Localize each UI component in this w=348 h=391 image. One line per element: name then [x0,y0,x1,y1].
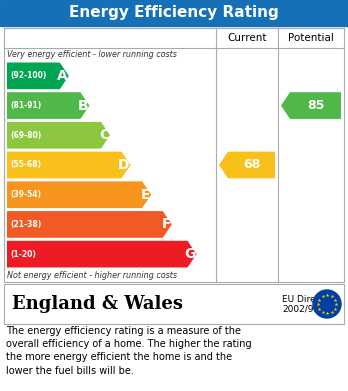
Text: G: G [184,247,196,261]
Text: 68: 68 [243,158,260,172]
Text: Not energy efficient - higher running costs: Not energy efficient - higher running co… [7,271,177,280]
Text: F: F [161,217,171,231]
Text: E: E [141,188,150,202]
Text: Energy Efficiency Rating: Energy Efficiency Rating [69,5,279,20]
Text: (21-38): (21-38) [10,220,41,229]
Text: The energy efficiency rating is a measure of the
overall efficiency of a home. T: The energy efficiency rating is a measur… [6,326,252,376]
Text: Very energy efficient - lower running costs: Very energy efficient - lower running co… [7,50,177,59]
Polygon shape [219,152,275,178]
Polygon shape [7,181,151,208]
Polygon shape [7,241,197,267]
Text: D: D [118,158,129,172]
Text: Current: Current [227,33,267,43]
Text: 2002/91/EC: 2002/91/EC [282,305,334,314]
Circle shape [313,290,341,318]
Text: (92-100): (92-100) [10,71,46,81]
Text: (69-80): (69-80) [10,131,41,140]
Polygon shape [7,92,89,119]
Text: C: C [99,128,109,142]
Polygon shape [7,63,69,89]
Polygon shape [7,211,172,238]
Text: EU Directive: EU Directive [282,296,338,305]
Text: 85: 85 [307,99,324,112]
Bar [4,284,344,324]
Text: Potential: Potential [288,33,334,43]
Text: B: B [78,99,88,113]
Polygon shape [281,92,341,119]
Text: A: A [57,69,68,83]
Text: (1-20): (1-20) [10,249,36,258]
Bar [4,28,344,282]
Text: England & Wales: England & Wales [12,295,183,313]
Polygon shape [7,152,130,178]
Polygon shape [7,122,110,149]
Text: (39-54): (39-54) [10,190,41,199]
Bar [0,0,348,26]
Text: (81-91): (81-91) [10,101,41,110]
Text: (55-68): (55-68) [10,160,41,170]
